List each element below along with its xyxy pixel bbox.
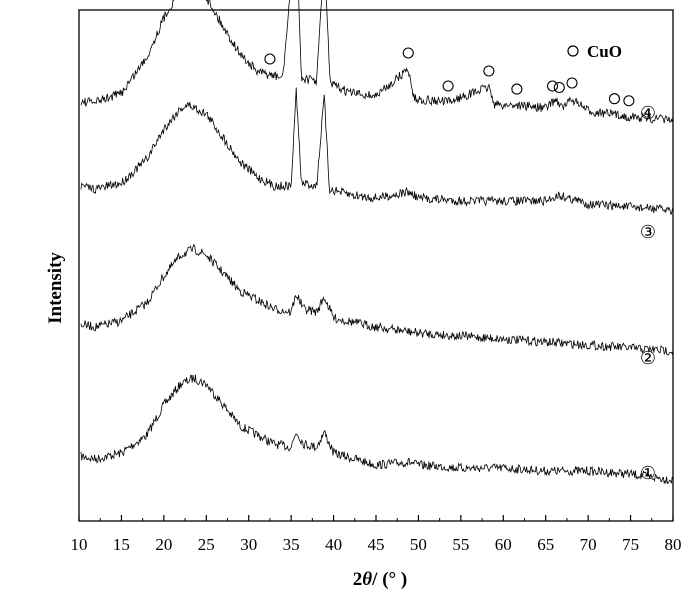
x-tick-label: 35 (283, 535, 300, 554)
x-tick-label: 60 (495, 535, 512, 554)
series-label-layer: ① ② ③ ④ (640, 103, 656, 484)
series-line-4 (80, 0, 674, 124)
cuo-peak-marker (264, 53, 276, 65)
legend-label: CuO (587, 42, 622, 61)
x-tick-label: 40 (325, 535, 342, 554)
x-tick-label: 55 (452, 535, 469, 554)
x-tick-label: 50 (410, 535, 427, 554)
x-tick-label: 25 (198, 535, 215, 554)
series-label-2: ② (640, 348, 656, 369)
plot-frame (78, 9, 674, 522)
cuo-peak-marker (608, 93, 620, 105)
x-tick-label: 15 (113, 535, 130, 554)
x-axis-title: 2θ/ (° ) (353, 569, 407, 590)
cuo-peak-marker (553, 81, 565, 94)
series-label-1: ① (640, 463, 656, 484)
cuo-peak-marker (566, 77, 578, 89)
x-tick-label: 65 (537, 535, 554, 554)
series-layer (80, 0, 674, 485)
x-tick-label: 75 (622, 535, 639, 554)
cuo-peak-marker (483, 65, 495, 77)
series-line-1 (80, 374, 674, 485)
cuo-peak-marker (402, 47, 414, 59)
legend: CuO (567, 42, 622, 61)
cuo-marker-layer (264, 47, 635, 107)
series-label-3: ③ (640, 222, 656, 243)
cuo-peak-marker (442, 80, 454, 92)
x-axis-title-variable: θ (362, 569, 372, 590)
x-tick-label: 70 (580, 535, 597, 554)
x-axis-title-prefix: 2 (353, 569, 363, 590)
series-line-2 (80, 244, 674, 356)
series-label-4: ④ (640, 103, 656, 124)
x-axis-title-unit: / (° ) (371, 569, 407, 590)
x-tick-label: 10 (71, 535, 88, 554)
cuo-peak-marker (546, 80, 559, 92)
x-tick-label: 80 (665, 535, 682, 554)
legend-marker-icon (567, 45, 579, 57)
cuo-peak-marker (511, 83, 523, 95)
y-axis-title: Intensity (45, 252, 66, 324)
x-tick-label: 45 (368, 535, 385, 554)
series-line-3 (80, 87, 674, 215)
x-axis-ticks: 10 15 20 25 30 35 40 45 50 55 60 65 70 75 80 (71, 515, 682, 554)
x-tick-label: 30 (240, 535, 257, 554)
cuo-peak-marker (623, 95, 635, 107)
x-tick-label: 20 (155, 535, 172, 554)
